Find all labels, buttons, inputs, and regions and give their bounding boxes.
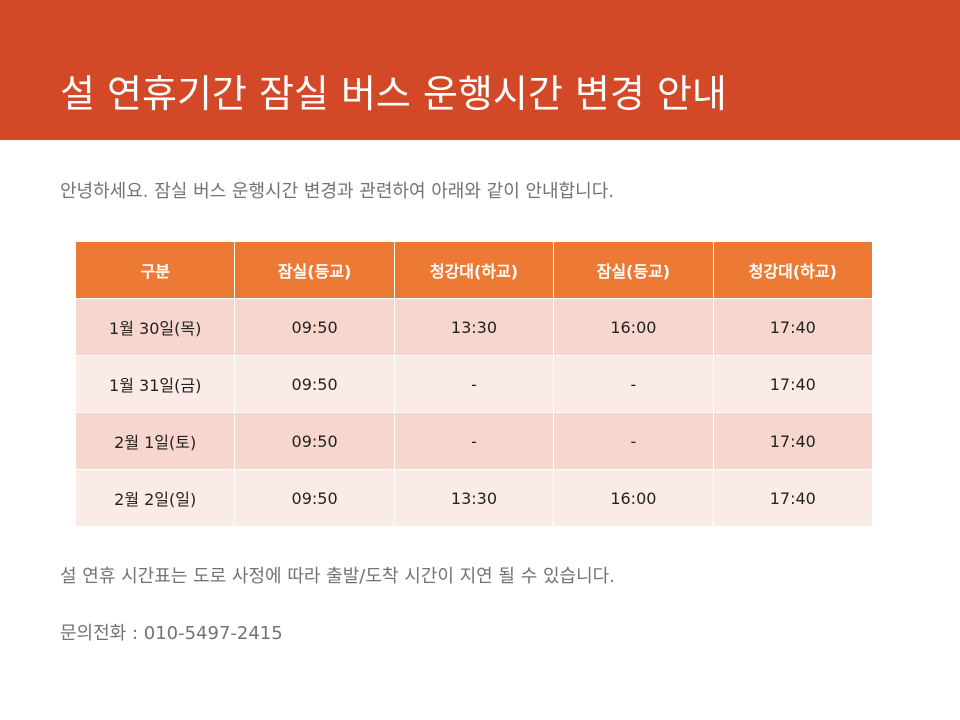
time-cell: 16:00 bbox=[553, 469, 714, 527]
time-cell: - bbox=[393, 412, 555, 470]
date-cell: 2월 2일(일) bbox=[74, 469, 236, 527]
column-header-jamsil-departure-1: 잠실(등교) bbox=[234, 241, 395, 299]
time-cell: 16:00 bbox=[553, 298, 714, 356]
time-cell: 17:40 bbox=[712, 298, 874, 356]
time-cell: - bbox=[553, 412, 714, 470]
time-cell: 17:40 bbox=[712, 355, 874, 413]
contact-phone: 문의전화 : 010-5497-2415 bbox=[60, 623, 283, 644]
column-header-chungkang-return-2: 청강대(하교) bbox=[712, 241, 874, 299]
column-header-category: 구분 bbox=[74, 241, 236, 299]
delay-notice: 설 연휴 시간표는 도로 사정에 따라 출발/도착 시간이 지연 될 수 있습니… bbox=[60, 566, 615, 587]
time-cell: 17:40 bbox=[712, 412, 874, 470]
intro-text: 안녕하세요. 잠실 버스 운행시간 변경과 관련하여 아래와 같이 안내합니다. bbox=[60, 181, 615, 202]
header-banner: 설 연휴기간 잠실 버스 운행시간 변경 안내 bbox=[0, 0, 960, 140]
page-title: 설 연휴기간 잠실 버스 운행시간 변경 안내 bbox=[60, 72, 727, 116]
time-cell: 13:30 bbox=[393, 469, 555, 527]
time-cell: 09:50 bbox=[234, 469, 395, 527]
time-cell: - bbox=[553, 355, 714, 413]
table-row: 2월 2일(일) 09:50 13:30 16:00 17:40 bbox=[74, 469, 874, 527]
table-row: 2월 1일(토) 09:50 - - 17:40 bbox=[74, 412, 874, 470]
date-cell: 1월 30일(목) bbox=[74, 298, 236, 356]
date-cell: 1월 31일(금) bbox=[74, 355, 236, 413]
table-row: 1월 31일(금) 09:50 - - 17:40 bbox=[74, 355, 874, 413]
time-cell: - bbox=[393, 355, 555, 413]
time-cell: 13:30 bbox=[393, 298, 555, 356]
table-row: 1월 30일(목) 09:50 13:30 16:00 17:40 bbox=[74, 298, 874, 356]
date-cell: 2월 1일(토) bbox=[74, 412, 236, 470]
time-cell: 09:50 bbox=[234, 355, 395, 413]
time-cell: 09:50 bbox=[234, 412, 395, 470]
bus-schedule-table: 구분 잠실(등교) 청강대(하교) 잠실(등교) 청강대(하교) 1월 30일(… bbox=[74, 241, 874, 527]
column-header-jamsil-departure-2: 잠실(등교) bbox=[553, 241, 714, 299]
time-cell: 17:40 bbox=[712, 469, 874, 527]
time-cell: 09:50 bbox=[234, 298, 395, 356]
table-header-row: 구분 잠실(등교) 청강대(하교) 잠실(등교) 청강대(하교) bbox=[74, 241, 874, 299]
column-header-chungkang-return-1: 청강대(하교) bbox=[393, 241, 555, 299]
